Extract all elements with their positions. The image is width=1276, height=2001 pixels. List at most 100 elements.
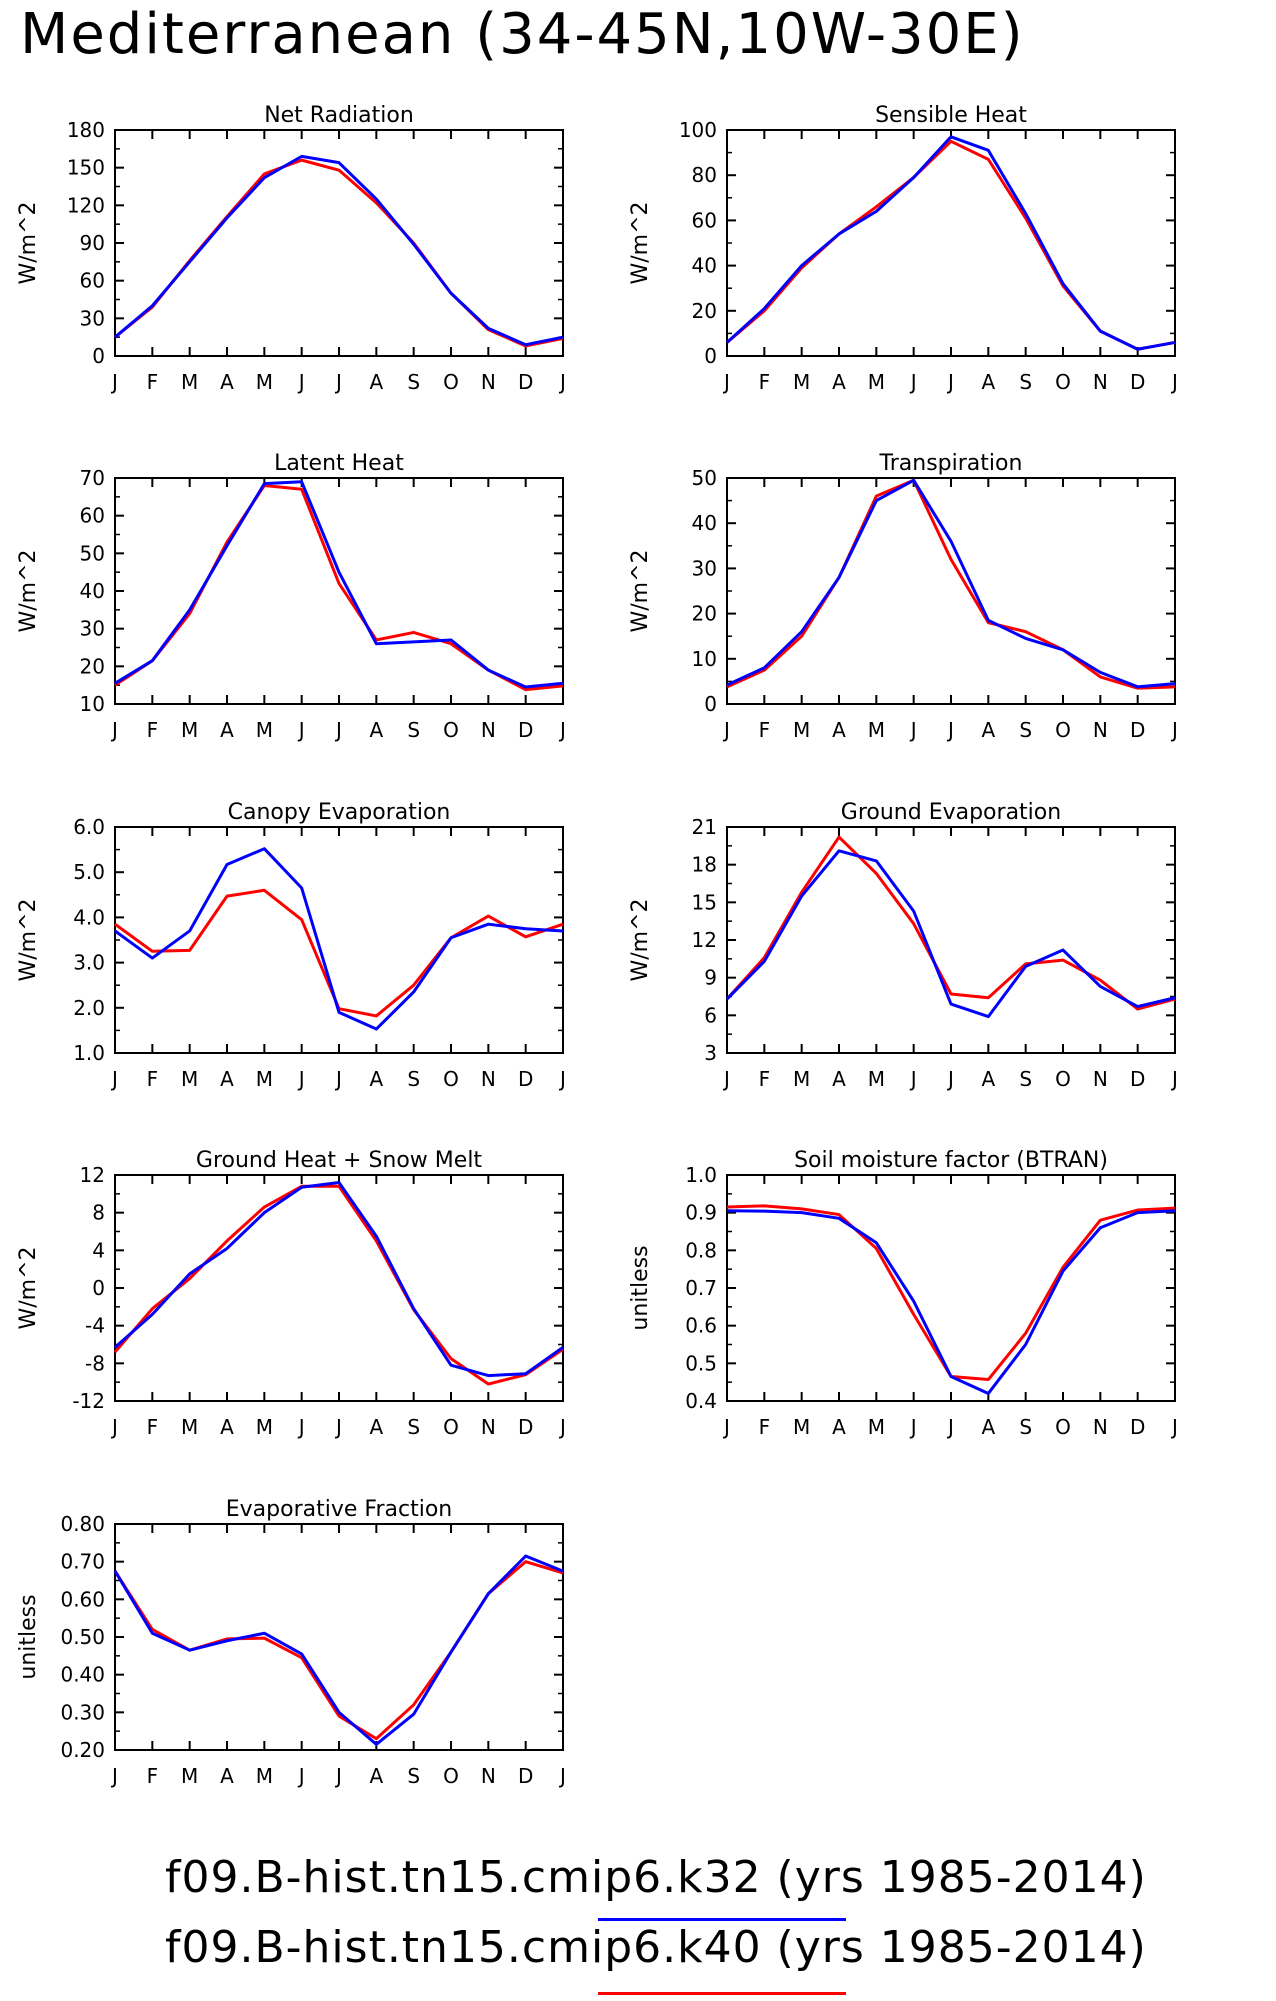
x-tick-label: J — [946, 718, 954, 742]
x-tick-label: S — [407, 718, 420, 742]
x-tick-label: A — [369, 1067, 383, 1091]
x-tick-label: J — [110, 718, 118, 742]
x-tick-label: J — [722, 1067, 730, 1091]
x-tick-label: F — [147, 1067, 159, 1091]
x-tick-label: D — [1130, 1067, 1145, 1091]
y-tick-label: 0.50 — [60, 1625, 105, 1649]
chart-title: Ground Evaporation — [841, 800, 1061, 825]
y-tick-label: 60 — [80, 269, 105, 293]
y-tick-label: 0.40 — [60, 1663, 105, 1687]
y-tick-label: 100 — [679, 118, 717, 142]
y-tick-label: 0.7 — [685, 1276, 717, 1300]
x-tick-label: M — [256, 1067, 273, 1091]
y-tick-label: 8 — [92, 1201, 105, 1225]
y-axis-label: W/m^2 — [16, 549, 41, 632]
x-tick-label: J — [722, 370, 730, 394]
x-tick-label: J — [1170, 1415, 1178, 1439]
y-tick-label: 10 — [80, 692, 105, 716]
x-tick-label: M — [256, 1764, 273, 1788]
x-tick-label: M — [181, 370, 198, 394]
x-tick-label: F — [147, 1415, 159, 1439]
chart-title: Soil moisture factor (BTRAN) — [794, 1148, 1108, 1173]
plot-frame — [726, 826, 1176, 1054]
x-tick-label: J — [334, 1067, 342, 1091]
x-tick-label: A — [220, 1067, 234, 1091]
series-line-k32 — [114, 1181, 564, 1378]
x-tick-label: M — [868, 1415, 885, 1439]
x-tick-label: J — [334, 1764, 342, 1788]
x-tick-label: M — [793, 370, 810, 394]
x-tick-label: S — [1019, 1067, 1032, 1091]
series-line-k32 — [726, 478, 1176, 689]
chart-title: Latent Heat — [274, 451, 404, 476]
x-tick-label: F — [759, 718, 771, 742]
y-tick-label: 80 — [692, 163, 717, 187]
x-tick-label: M — [181, 718, 198, 742]
x-tick-label: J — [722, 1415, 730, 1439]
x-tick-label: A — [369, 1415, 383, 1439]
x-tick-label: J — [110, 1067, 118, 1091]
x-tick-label: A — [220, 718, 234, 742]
y-axis-label: W/m^2 — [628, 549, 653, 632]
y-tick-label: 4 — [92, 1238, 105, 1262]
x-tick-label: A — [832, 370, 846, 394]
series-line-k40 — [726, 478, 1176, 690]
y-tick-label: 60 — [80, 504, 105, 528]
y-axis-label: W/m^2 — [16, 898, 41, 981]
y-tick-label: 120 — [67, 193, 105, 217]
x-tick-label: O — [443, 718, 459, 742]
x-tick-label: O — [1055, 1067, 1071, 1091]
x-tick-label: S — [407, 1764, 420, 1788]
x-tick-label: J — [297, 1067, 305, 1091]
x-tick-label: O — [1055, 718, 1071, 742]
series-line-k32 — [725, 849, 1176, 1019]
x-tick-label: A — [220, 1415, 234, 1439]
x-tick-label: M — [256, 370, 273, 394]
plot-frame — [726, 129, 1176, 357]
x-tick-label: J — [1170, 1067, 1178, 1091]
x-tick-label: N — [1093, 370, 1108, 394]
series-line-k40 — [725, 835, 1176, 1011]
x-tick-label: A — [832, 718, 846, 742]
plot-frame — [726, 477, 1176, 705]
y-axis-label: unitless — [628, 1245, 653, 1330]
x-tick-label: S — [407, 1415, 420, 1439]
y-tick-label: 50 — [80, 541, 105, 565]
x-tick-label: J — [909, 1415, 917, 1439]
y-tick-label: 30 — [80, 617, 105, 641]
x-tick-label: A — [369, 718, 383, 742]
y-tick-label: -12 — [72, 1389, 105, 1413]
x-tick-label: A — [981, 1067, 995, 1091]
y-tick-label: 40 — [80, 579, 105, 603]
y-tick-label: 40 — [692, 511, 717, 535]
x-tick-label: O — [1055, 370, 1071, 394]
y-tick-label: 6 — [704, 1003, 717, 1027]
x-tick-label: N — [1093, 1415, 1108, 1439]
y-axis-label: unitless — [16, 1594, 41, 1679]
y-tick-label: 0.6 — [685, 1314, 717, 1338]
series-line-k32 — [113, 1554, 564, 1746]
chart-title: Evaporative Fraction — [226, 1497, 452, 1522]
y-tick-label: 50 — [692, 466, 717, 490]
y-tick-label: 0 — [704, 344, 717, 368]
x-tick-label: D — [518, 718, 533, 742]
series-line-k32 — [725, 135, 1176, 351]
y-tick-label: 0.60 — [60, 1587, 105, 1611]
x-tick-label: N — [1093, 1067, 1108, 1091]
y-tick-label: 40 — [692, 254, 717, 278]
x-tick-label: M — [868, 370, 885, 394]
x-tick-label: S — [1019, 718, 1032, 742]
y-tick-label: 18 — [692, 853, 717, 877]
x-tick-label: M — [181, 1415, 198, 1439]
y-tick-label: 60 — [692, 208, 717, 232]
y-tick-label: 6.0 — [73, 815, 105, 839]
y-tick-label: 0.80 — [60, 1512, 105, 1536]
y-tick-label: 30 — [80, 306, 105, 330]
plot-frame — [114, 1174, 564, 1402]
plot-frame — [114, 477, 564, 705]
y-tick-label: 0.9 — [685, 1201, 717, 1225]
